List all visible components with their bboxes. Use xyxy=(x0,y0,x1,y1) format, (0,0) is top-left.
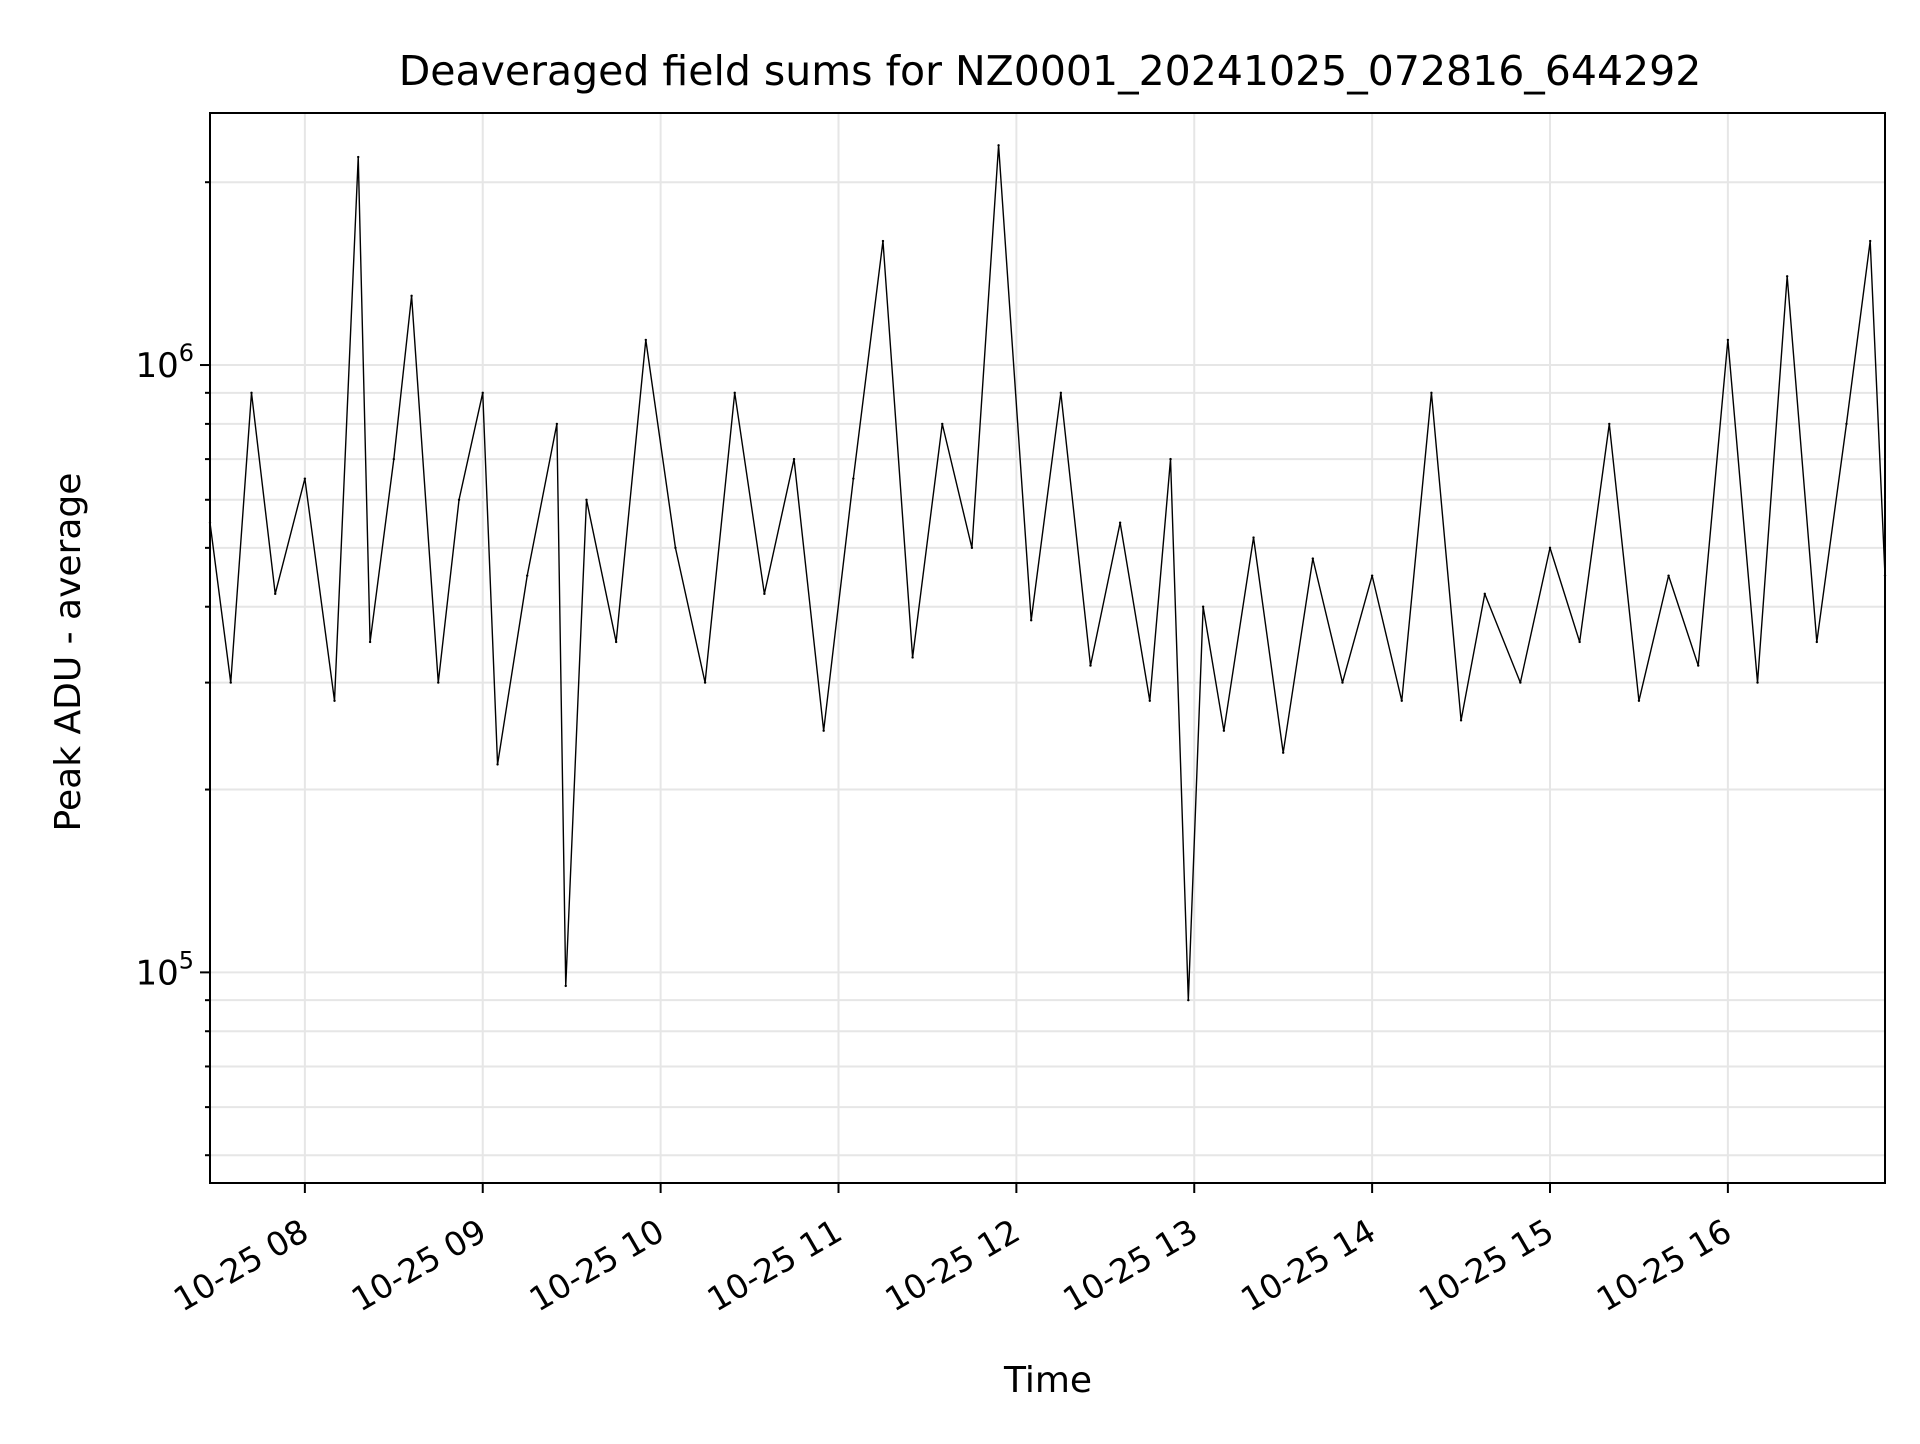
data-point xyxy=(1089,664,1092,667)
y-tick-base: 10 xyxy=(135,346,178,386)
series-layer xyxy=(208,144,1887,1002)
data-point xyxy=(1187,998,1190,1002)
data-point xyxy=(1459,719,1463,722)
data-point xyxy=(1400,699,1403,702)
x-tick-label: 10-25 14 xyxy=(1234,1211,1382,1319)
y-tick-label: 106 xyxy=(135,339,194,386)
data-point xyxy=(644,338,647,342)
data-point xyxy=(1548,546,1552,550)
data-point xyxy=(564,984,567,988)
data-point xyxy=(410,294,413,298)
data-point xyxy=(733,391,736,395)
x-tick-label: 10-25 13 xyxy=(1056,1211,1204,1319)
data-point xyxy=(1519,681,1522,684)
x-tick-label: 10-25 09 xyxy=(345,1211,493,1319)
y-axis-label: Peak ADU - average xyxy=(48,473,89,832)
x-tick-label: 10-25 12 xyxy=(878,1211,1026,1319)
data-point xyxy=(1430,391,1433,395)
data-point xyxy=(481,391,484,395)
data-point xyxy=(303,477,307,480)
data-point xyxy=(457,498,461,501)
y-tick-base: 10 xyxy=(135,953,178,993)
data-point xyxy=(357,155,360,159)
data-point xyxy=(1281,751,1285,754)
data-point xyxy=(970,546,974,550)
x-axis-label: Time xyxy=(1003,1360,1092,1401)
data-point xyxy=(1667,574,1670,577)
data-point xyxy=(822,729,825,732)
x-tick-label: 10-25 15 xyxy=(1412,1211,1560,1319)
data-point xyxy=(1222,729,1226,732)
data-point xyxy=(941,422,944,426)
data-point xyxy=(1815,640,1819,644)
data-point xyxy=(585,498,588,501)
grid-layer xyxy=(210,113,1885,1183)
data-point xyxy=(1845,422,1848,426)
data-point xyxy=(1483,592,1486,596)
data-point xyxy=(1311,557,1315,560)
x-axis: 10-25 08 10-25 09 10-25 10 10-25 11 10-25 12… xyxy=(167,1183,1738,1319)
y-tick-label: 105 xyxy=(135,946,194,993)
data-point xyxy=(1637,699,1641,702)
y-tick-exponent: 6 xyxy=(179,339,194,367)
data-point xyxy=(881,239,885,243)
series-line xyxy=(209,144,1886,1001)
data-point xyxy=(1118,521,1122,524)
data-point xyxy=(1697,664,1700,667)
data-point xyxy=(1201,605,1205,608)
data-point xyxy=(274,592,277,596)
data-point xyxy=(368,640,372,644)
data-point xyxy=(496,763,499,766)
data-point xyxy=(674,546,677,550)
data-point xyxy=(1029,619,1033,622)
data-point xyxy=(703,681,707,684)
x-tick-label: 10-25 10 xyxy=(523,1211,671,1319)
x-tick-label: 10-25 16 xyxy=(1590,1211,1738,1319)
data-point xyxy=(392,457,396,461)
data-point xyxy=(1252,536,1255,539)
data-point xyxy=(333,699,336,702)
data-point xyxy=(1608,422,1611,426)
data-point xyxy=(526,574,529,577)
data-point xyxy=(997,144,1000,147)
data-point xyxy=(555,422,559,426)
data-point xyxy=(792,457,796,461)
data-point xyxy=(1148,699,1151,702)
data-point xyxy=(911,656,914,659)
y-tick-exponent: 5 xyxy=(179,946,194,974)
data-point xyxy=(1370,574,1374,577)
data-point xyxy=(250,391,253,395)
data-point xyxy=(852,477,855,480)
x-tick-label: 10-25 11 xyxy=(700,1211,848,1319)
chart-title: Deaveraged field sums for NZ0001_2024102… xyxy=(399,47,1702,95)
x-tick-label: 10-25 08 xyxy=(167,1211,315,1319)
data-point xyxy=(1059,391,1063,395)
data-point xyxy=(437,681,440,684)
data-point xyxy=(1785,275,1789,278)
data-point xyxy=(1868,239,1872,243)
data-point xyxy=(614,640,618,644)
data-point xyxy=(229,681,232,684)
data-point xyxy=(1578,640,1581,644)
data-point xyxy=(1341,681,1344,684)
data-point xyxy=(1726,338,1730,342)
data-point xyxy=(1169,457,1172,461)
data-point xyxy=(763,592,766,596)
data-point xyxy=(1756,681,1759,684)
plot-frame xyxy=(209,112,1886,1184)
